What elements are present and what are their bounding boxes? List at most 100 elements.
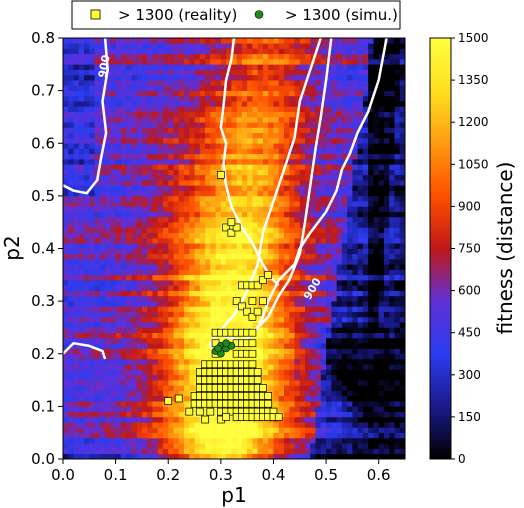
heatmap-cell [257,337,264,344]
heatmap-cell [368,422,374,428]
heatmap-cell [110,364,116,370]
heatmap-cell [383,143,390,149]
heatmap-cell [220,243,227,249]
heatmap-cell [157,348,164,355]
heatmap-cell [389,95,395,102]
heatmap-cell [373,259,379,265]
heatmap-cell [373,401,379,407]
heatmap-cell [268,106,274,112]
heatmap-cell [126,401,132,407]
heatmap-cell [310,195,316,202]
heatmap-cell [247,227,253,234]
heatmap-cell [168,106,174,112]
heatmap-cell [352,337,358,344]
heatmap-cell [136,280,143,286]
heatmap-cell [257,432,264,439]
heatmap-cell [210,164,216,170]
heatmap-cell [73,374,80,381]
heatmap-cell [283,453,290,459]
heatmap-cell [331,380,337,386]
heatmap-cell [226,295,232,302]
heatmap-cell [389,453,395,459]
heatmap-cell [89,269,95,276]
heatmap-cell [94,69,101,76]
heatmap-cell [194,116,201,123]
heatmap-cell [105,148,111,155]
heatmap-cell [178,422,185,428]
heatmap-cell [231,95,237,102]
heatmap-cell [278,427,285,433]
heatmap-cell [168,169,174,176]
heatmap-cell [226,306,232,312]
heatmap-cell [278,437,285,444]
heatmap-cell [357,269,364,276]
heatmap-cell [383,359,390,365]
heatmap-cell [178,248,185,255]
heatmap-cell [347,322,353,328]
heatmap-cell [357,90,364,97]
heatmap-cell [131,143,137,149]
heatmap-cell [136,90,143,97]
heatmap-cell [399,211,405,218]
heatmap-cell [120,127,127,134]
heatmap-cell [320,343,327,349]
heatmap-cell [389,201,395,207]
heatmap-cell [347,64,353,70]
heatmap-cell [210,316,216,323]
heatmap-cell [305,174,311,181]
heatmap-cell [89,116,95,123]
heatmap-cell [305,337,311,344]
heatmap-cell [189,280,195,286]
heatmap-cell [126,132,132,139]
heatmap-cell [278,69,285,76]
heatmap-cell [199,53,206,60]
heatmap-cell [110,453,116,459]
heatmap-cell [283,443,290,449]
heatmap-cell [189,437,195,444]
heatmap-cell [147,306,153,312]
heatmap-cell [241,211,248,218]
heatmap-cell [273,327,280,333]
heatmap-cell [157,443,164,449]
heatmap-cell [347,274,353,281]
heatmap-cell [362,448,369,455]
heatmap-cell [294,59,301,65]
heatmap-cell [210,269,216,276]
heatmap-cell [226,269,232,276]
heatmap-cell [68,369,74,376]
heatmap-cell [210,311,216,318]
heatmap-cell [194,253,201,260]
heatmap-cell [131,116,137,123]
heatmap-cell [147,359,153,365]
heatmap-cell [147,80,153,86]
heatmap-cell [336,69,343,76]
heatmap-cell [73,285,80,291]
heatmap-cell [278,337,285,344]
heatmap-cell [368,195,374,202]
heatmap-cell [78,416,85,423]
heatmap-cell [247,274,253,281]
heatmap-cell [110,148,116,155]
heatmap-cell [283,169,290,176]
heatmap-cell [94,206,101,212]
heatmap-cell [231,190,237,197]
heatmap-cell [241,95,248,102]
heatmap-cell [326,101,332,107]
heatmap-cell [162,406,169,412]
heatmap-cell [289,159,295,165]
heatmap-cell [378,416,385,423]
heatmap-cell [115,432,122,439]
heatmap-cell [299,53,306,60]
heatmap-cell [389,448,395,455]
heatmap-cell [273,174,280,181]
heatmap-cell [389,159,395,165]
heatmap-cell [268,343,274,349]
heatmap-cell [189,248,195,255]
heatmap-cell [331,74,337,81]
heatmap-cell [268,116,274,123]
heatmap-cell [99,453,106,459]
heatmap-cell [241,69,248,76]
heatmap-cell [220,259,227,265]
heatmap-cell [178,437,185,444]
heatmap-cell [226,259,232,265]
